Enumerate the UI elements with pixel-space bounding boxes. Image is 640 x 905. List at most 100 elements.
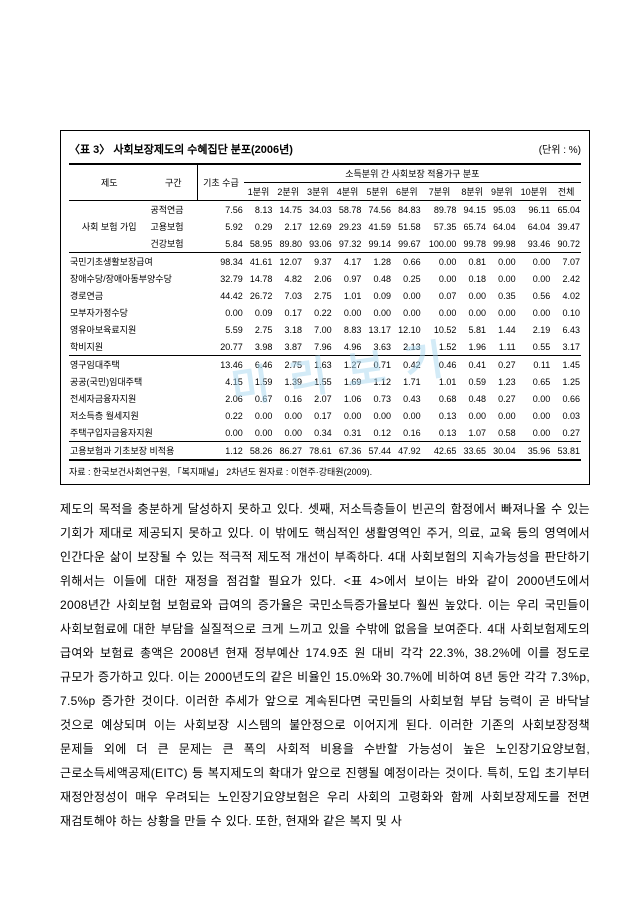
data-cell: 1.11 (487, 338, 517, 356)
row-label: 주택구입자금융자지원 (69, 424, 198, 442)
data-cell: 2.17 (273, 218, 303, 235)
data-cell: 0.00 (362, 304, 392, 321)
col-header: 4분위 (333, 183, 363, 201)
data-cell: 0.00 (244, 407, 274, 424)
data-cell: 0.00 (198, 304, 244, 321)
data-cell: 7.56 (198, 201, 244, 219)
row-label: 영구임대주택 (69, 356, 198, 374)
data-cell: 41.61 (244, 253, 274, 271)
col-header: 1분위 (244, 183, 274, 201)
data-cell: 14.78 (244, 270, 274, 287)
data-cell: 0.56 (517, 287, 552, 304)
table-row: 전세자금융자지원2.060.670.162.071.060.730.430.68… (69, 390, 581, 407)
table-row: 공공(국민)임대주택4.151.591.391.551.691.121.711.… (69, 373, 581, 390)
data-cell: 5.84 (198, 235, 244, 253)
row-label: 공공(국민)임대주택 (69, 373, 198, 390)
data-cell: 1.06 (333, 390, 363, 407)
data-cell: 90.72 (551, 235, 581, 253)
data-cell: 0.00 (487, 407, 517, 424)
data-cell: 1.07 (457, 424, 487, 442)
data-cell: 0.00 (333, 407, 363, 424)
data-cell: 1.63 (303, 356, 333, 374)
data-cell: 3.18 (273, 321, 303, 338)
data-cell: 0.00 (487, 270, 517, 287)
data-cell: 0.00 (392, 407, 422, 424)
data-cell: 0.00 (517, 424, 552, 442)
table-row: 고용보험과 기초보장 비적용1.1258.2686.2778.6167.3657… (69, 442, 581, 461)
data-cell: 0.48 (362, 270, 392, 287)
data-cell: 1.96 (457, 338, 487, 356)
data-cell: 1.01 (422, 373, 458, 390)
data-cell: 39.47 (551, 218, 581, 235)
data-cell: 3.63 (362, 338, 392, 356)
data-cell: 97.32 (333, 235, 363, 253)
data-cell: 74.56 (362, 201, 392, 219)
data-cell: 2.42 (551, 270, 581, 287)
data-cell: 4.82 (273, 270, 303, 287)
data-cell: 0.00 (392, 287, 422, 304)
data-cell: 42.65 (422, 442, 458, 461)
row-label: 건강보험 (149, 235, 197, 253)
data-cell: 2.19 (517, 321, 552, 338)
data-cell: 64.04 (487, 218, 517, 235)
data-cell: 0.46 (422, 356, 458, 374)
col-header: 제도 (69, 164, 149, 201)
data-cell: 0.00 (517, 270, 552, 287)
data-cell: 8.13 (244, 201, 274, 219)
data-cell: 0.09 (362, 287, 392, 304)
data-cell: 0.35 (487, 287, 517, 304)
col-header: 전체 (551, 183, 581, 201)
row-label: 국민기초생활보장급여 (69, 253, 198, 271)
data-cell: 0.00 (333, 304, 363, 321)
data-cell: 0.00 (517, 304, 552, 321)
data-cell: 2.06 (198, 390, 244, 407)
data-cell: 0.00 (244, 424, 274, 442)
data-cell: 0.67 (244, 390, 274, 407)
data-cell: 0.48 (457, 390, 487, 407)
data-cell: 0.00 (422, 304, 458, 321)
data-cell: 4.17 (333, 253, 363, 271)
data-cell: 84.83 (392, 201, 422, 219)
col-header: 구간 (149, 164, 197, 201)
data-cell: 89.78 (422, 201, 458, 219)
data-cell: 0.22 (198, 407, 244, 424)
col-header: 5분위 (362, 183, 392, 201)
col-header: 9분위 (487, 183, 517, 201)
data-cell: 3.98 (244, 338, 274, 356)
data-cell: 12.07 (273, 253, 303, 271)
data-cell: 93.46 (517, 235, 552, 253)
data-cell: 99.78 (457, 235, 487, 253)
row-label: 공적연금 (149, 201, 197, 219)
data-cell: 1.12 (362, 373, 392, 390)
data-cell: 1.25 (551, 373, 581, 390)
data-cell: 0.07 (422, 287, 458, 304)
data-cell: 34.03 (303, 201, 333, 219)
data-cell: 78.61 (303, 442, 333, 461)
data-cell: 47.92 (392, 442, 422, 461)
data-cell: 7.00 (303, 321, 333, 338)
data-cell: 9.37 (303, 253, 333, 271)
data-cell: 29.23 (333, 218, 363, 235)
col-header: 6분위 (392, 183, 422, 201)
data-cell: 0.43 (392, 390, 422, 407)
data-cell: 98.34 (198, 253, 244, 271)
col-header: 7분위 (422, 183, 458, 201)
table-row: 영유아보육료지원5.592.753.187.008.8313.1712.1010… (69, 321, 581, 338)
data-cell: 0.58 (487, 424, 517, 442)
data-cell: 41.59 (362, 218, 392, 235)
table-row: 저소득층 월세지원0.220.000.000.170.000.000.000.1… (69, 407, 581, 424)
data-cell: 0.18 (457, 270, 487, 287)
data-cell: 0.68 (422, 390, 458, 407)
data-cell: 0.16 (273, 390, 303, 407)
data-cell: 7.03 (273, 287, 303, 304)
data-cell: 1.01 (333, 287, 363, 304)
data-cell: 0.97 (333, 270, 363, 287)
body-paragraph: 제도의 목적을 충분하게 달성하지 못하고 있다. 셋째, 저소득층들이 빈곤의… (60, 497, 590, 833)
data-cell: 0.00 (362, 407, 392, 424)
data-cell: 57.35 (422, 218, 458, 235)
table-row: 영구임대주택13.466.462.751.631.270.710.420.460… (69, 356, 581, 374)
data-cell: 53.81 (551, 442, 581, 461)
data-cell: 4.15 (198, 373, 244, 390)
data-cell: 0.03 (551, 407, 581, 424)
data-cell: 0.73 (362, 390, 392, 407)
